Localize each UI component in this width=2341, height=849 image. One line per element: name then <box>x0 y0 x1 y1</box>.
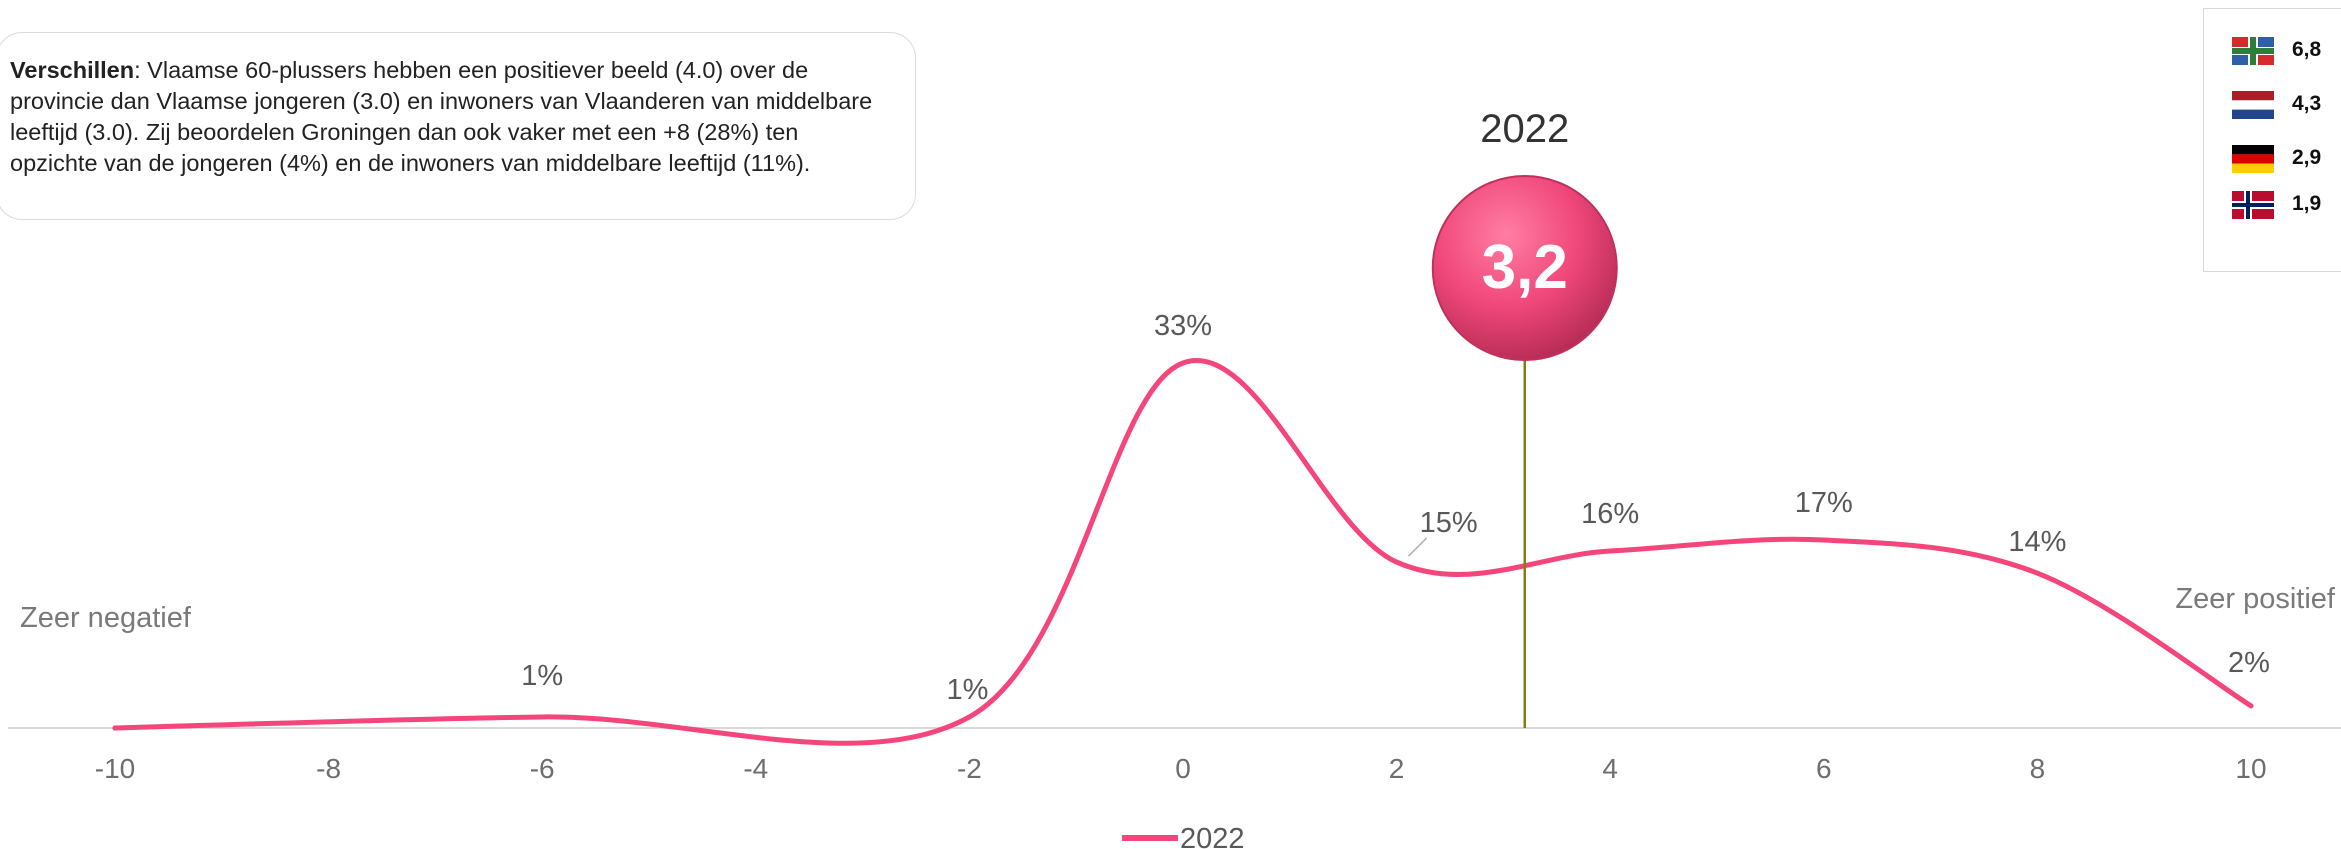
x-tick-label: -2 <box>957 753 982 784</box>
data-point <box>1180 360 1186 366</box>
data-label: 33% <box>1154 310 1212 342</box>
data-point <box>1821 537 1827 543</box>
x-tick-label: -8 <box>316 753 341 784</box>
data-point <box>1394 559 1400 565</box>
x-tick-label: 0 <box>1175 753 1191 784</box>
legend-label: 2022 <box>1180 823 1245 849</box>
x-tick-label: -4 <box>743 753 768 784</box>
zeer-positief-label: Zeer positief <box>2175 583 2336 615</box>
x-tick-label: 2 <box>1389 753 1405 784</box>
zeer-negatief-label: Zeer negatief <box>20 602 192 634</box>
norway-value: 1,9 <box>2292 192 2322 215</box>
country-legend: 6,8 4,3 2,9 1,9 <box>2203 8 2341 272</box>
netherlands-value: 4,3 <box>2292 92 2322 115</box>
x-tick-label: 4 <box>1602 753 1618 784</box>
data-label: 15% <box>1420 507 1478 539</box>
germany-value: 2,9 <box>2292 146 2322 169</box>
netherlands-flag-icon <box>2232 91 2274 119</box>
data-point <box>539 714 545 720</box>
data-label: 16% <box>1581 498 1639 530</box>
x-tick-label: -10 <box>95 753 135 784</box>
groningen-flag-icon <box>2232 37 2274 65</box>
x-tick-label: -6 <box>530 753 555 784</box>
data-label: 1% <box>946 674 988 706</box>
data-point <box>2248 703 2254 709</box>
note-text: : Vlaamse 60-plussers hebben een positie… <box>10 57 873 176</box>
groningen-value: 6,8 <box>2292 38 2322 61</box>
data-label: 14% <box>2008 526 2066 558</box>
data-point <box>966 714 972 720</box>
data-label: 17% <box>1795 487 1853 519</box>
series-2022-line <box>112 358 2254 746</box>
description-note: Verschillen: Vlaamse 60-plussers hebben … <box>0 32 916 220</box>
data-label: 2% <box>2228 647 2270 679</box>
norway-flag-icon <box>2232 191 2274 219</box>
legend-row-germany: 2,9 <box>2232 145 2341 175</box>
note-bold: Verschillen <box>10 57 135 83</box>
x-tick-label: 8 <box>2030 753 2046 784</box>
average-value: 3,2 <box>1482 233 1568 302</box>
data-point <box>1607 548 1613 554</box>
legend-row-norway: 1,9 <box>2232 191 2341 221</box>
germany-flag-icon <box>2232 145 2274 173</box>
legend-row-groningen: 6,8 <box>2232 37 2341 67</box>
x-tick-label: 6 <box>1816 753 1832 784</box>
label-leader-line <box>1408 537 1428 557</box>
data-point <box>112 725 118 731</box>
data-label: 1% <box>521 660 563 692</box>
legend-row-netherlands: 4,3 <box>2232 91 2341 121</box>
average-bubble <box>1431 175 1618 361</box>
data-point <box>2034 570 2040 576</box>
marker-year-label: 2022 <box>1480 107 1569 151</box>
x-tick-label: 10 <box>2235 753 2266 784</box>
